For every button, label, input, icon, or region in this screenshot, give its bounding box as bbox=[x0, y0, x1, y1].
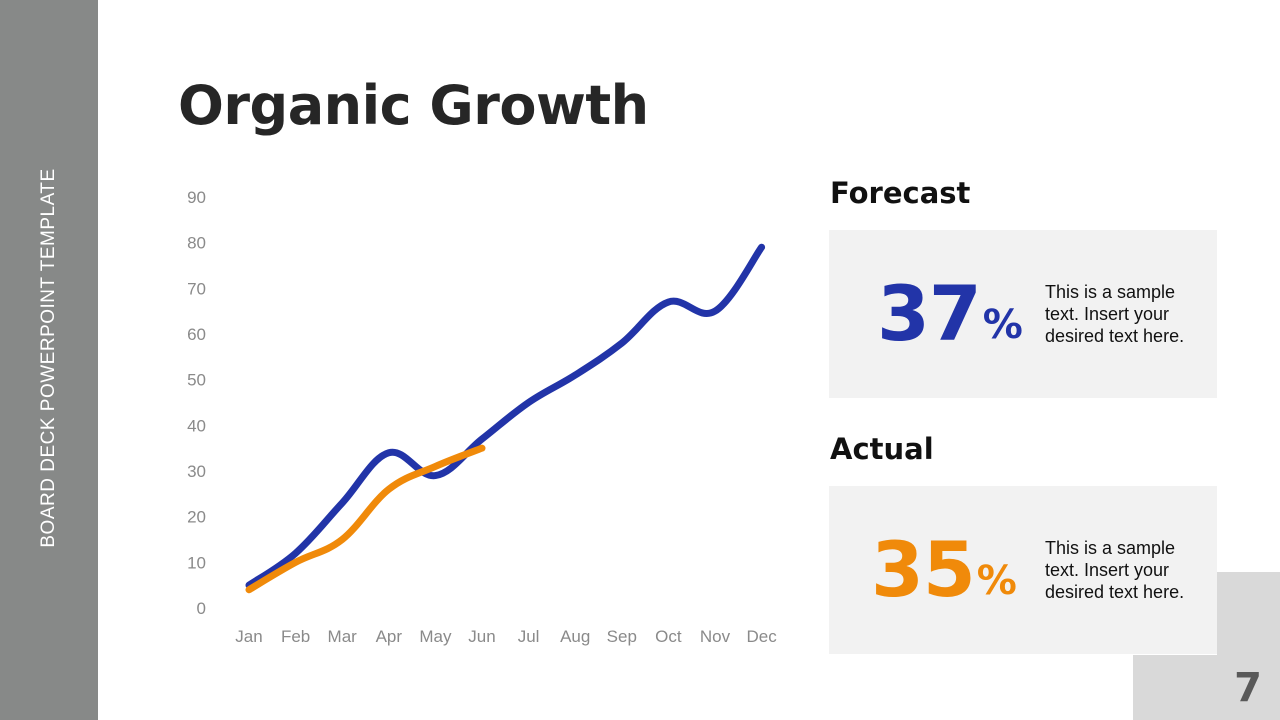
actual-value: 35 bbox=[871, 525, 976, 614]
y-tick-label: 40 bbox=[187, 416, 206, 435]
y-tick-label: 0 bbox=[197, 599, 206, 618]
forecast-text: This is a sample text. Insert your desir… bbox=[1045, 282, 1185, 346]
x-tick-label: May bbox=[419, 627, 452, 646]
x-tick-label: Nov bbox=[700, 627, 731, 646]
y-tick-label: 30 bbox=[187, 462, 206, 481]
actual-unit: % bbox=[976, 558, 1017, 604]
side-label: BOARD DECK POWERPOINT TEMPLATE bbox=[38, 168, 59, 548]
y-axis-ticks: 0 10 20 30 40 50 60 70 80 90 bbox=[187, 188, 206, 618]
slide-title: Organic Growth bbox=[178, 74, 649, 137]
x-tick-label: Jan bbox=[235, 627, 262, 646]
forecast-unit: % bbox=[982, 302, 1023, 348]
page-number: 7 bbox=[1234, 664, 1262, 711]
x-tick-label: Jun bbox=[468, 627, 495, 646]
x-axis-ticks: Jan Feb Mar Apr May Jun Jul Aug Sep Oct Nov Dec bbox=[235, 627, 777, 646]
x-tick-label: Sep bbox=[607, 627, 637, 646]
actual-label: Actual bbox=[830, 432, 934, 466]
x-tick-label: Jul bbox=[518, 627, 540, 646]
line-chart: 0 10 20 30 40 50 60 70 80 90 Jan Feb Mar Apr May Jun Ju… bbox=[187, 188, 777, 646]
y-tick-label: 50 bbox=[187, 371, 206, 390]
y-tick-label: 10 bbox=[187, 553, 206, 572]
forecast-percent: 37 % bbox=[877, 230, 1023, 398]
x-tick-label: Feb bbox=[281, 627, 310, 646]
x-tick-label: Apr bbox=[376, 627, 403, 646]
actual-series-line bbox=[245, 444, 486, 594]
x-tick-label: Oct bbox=[655, 627, 682, 646]
x-tick-label: Aug bbox=[560, 627, 590, 646]
actual-percent: 35 % bbox=[871, 486, 1017, 654]
y-tick-label: 20 bbox=[187, 508, 206, 527]
x-tick-label: Mar bbox=[328, 627, 358, 646]
y-tick-label: 80 bbox=[187, 234, 206, 253]
side-bar: BOARD DECK POWERPOINT TEMPLATE bbox=[0, 0, 98, 720]
x-tick-label: Dec bbox=[746, 627, 777, 646]
y-tick-label: 70 bbox=[187, 279, 206, 298]
actual-text: This is a sample text. Insert your desir… bbox=[1045, 538, 1185, 602]
forecast-card: 37 % This is a sample text. Insert your … bbox=[829, 230, 1217, 398]
forecast-series-line bbox=[245, 243, 766, 589]
forecast-value: 37 bbox=[877, 269, 982, 358]
forecast-label: Forecast bbox=[830, 176, 971, 210]
y-tick-label: 60 bbox=[187, 325, 206, 344]
series-lines bbox=[245, 243, 766, 594]
actual-card: 35 % This is a sample text. Insert your … bbox=[829, 486, 1217, 654]
corner-decoration-bottom bbox=[1133, 655, 1280, 720]
y-tick-label: 90 bbox=[187, 188, 206, 207]
